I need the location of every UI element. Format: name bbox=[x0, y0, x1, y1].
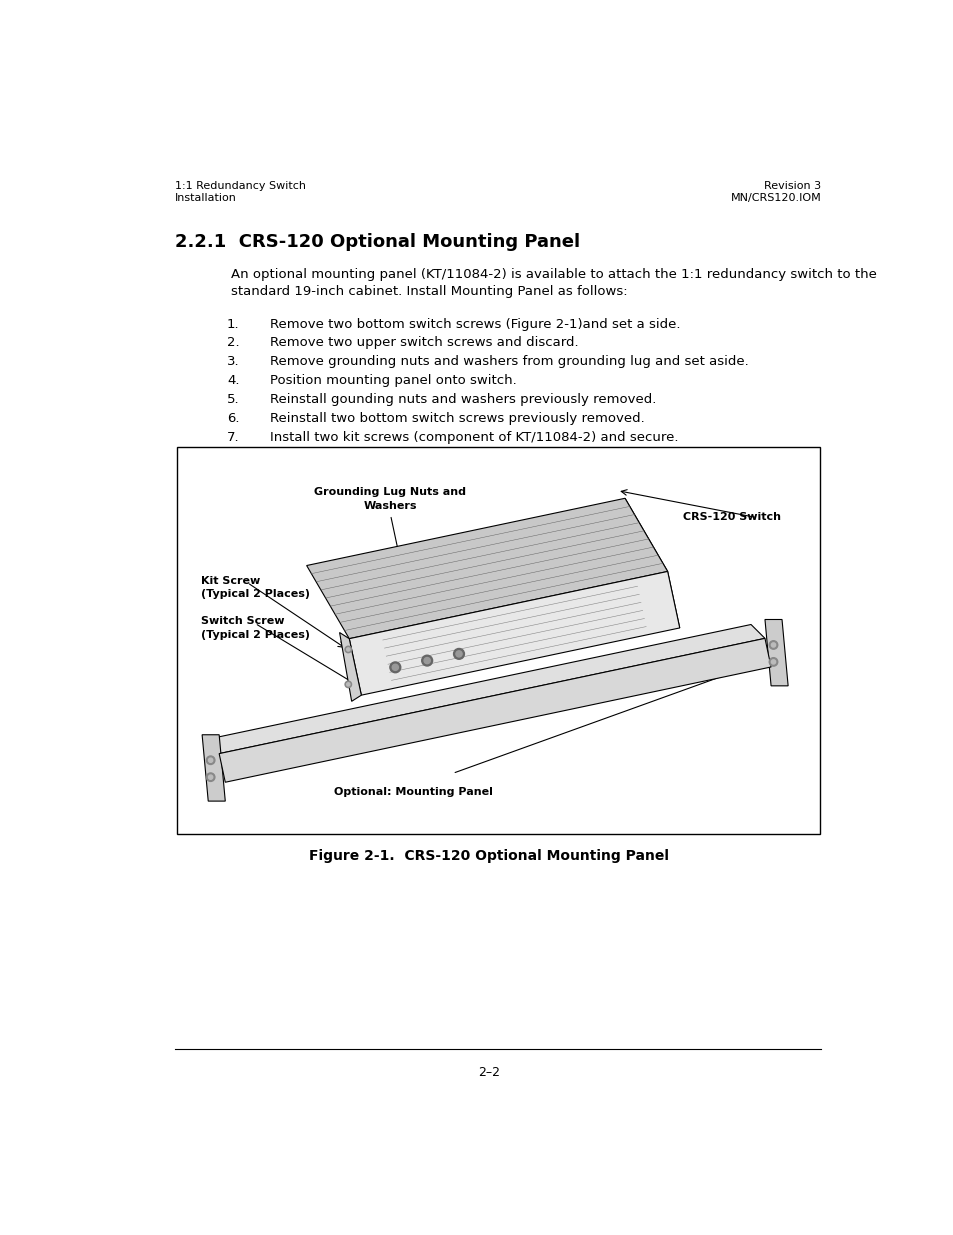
Circle shape bbox=[421, 656, 432, 666]
Polygon shape bbox=[339, 632, 361, 701]
Polygon shape bbox=[205, 625, 764, 753]
Circle shape bbox=[390, 662, 400, 673]
Text: (Typical 2 Places): (Typical 2 Places) bbox=[200, 630, 310, 640]
Text: Installation: Installation bbox=[174, 193, 236, 203]
Text: 3.: 3. bbox=[227, 356, 239, 368]
Text: An optional mounting panel (KT/11084-2) is available to attach the 1:1 redundanc: An optional mounting panel (KT/11084-2) … bbox=[231, 268, 876, 280]
Text: 1.: 1. bbox=[227, 317, 239, 331]
Circle shape bbox=[392, 664, 398, 671]
Circle shape bbox=[209, 758, 213, 762]
Circle shape bbox=[456, 651, 461, 657]
Circle shape bbox=[206, 773, 214, 782]
Circle shape bbox=[768, 641, 777, 650]
Text: Switch Screw: Switch Screw bbox=[200, 616, 284, 626]
Text: 4.: 4. bbox=[227, 374, 239, 388]
Text: Washers: Washers bbox=[363, 501, 416, 511]
Text: Install two kit screws (component of KT/11084-2) and secure.: Install two kit screws (component of KT/… bbox=[270, 431, 679, 443]
Circle shape bbox=[771, 643, 775, 647]
Circle shape bbox=[345, 682, 352, 688]
Text: 6.: 6. bbox=[227, 412, 239, 425]
Text: 7.: 7. bbox=[227, 431, 239, 443]
Circle shape bbox=[771, 659, 775, 664]
Polygon shape bbox=[624, 498, 679, 627]
Text: Grounding Lug Nuts and: Grounding Lug Nuts and bbox=[314, 487, 466, 496]
Text: standard 19-inch cabinet. Install Mounting Panel as follows:: standard 19-inch cabinet. Install Mounti… bbox=[231, 285, 627, 299]
Text: Revision 3: Revision 3 bbox=[763, 180, 821, 190]
Text: (Typical 2 Places): (Typical 2 Places) bbox=[200, 589, 310, 599]
Circle shape bbox=[346, 648, 350, 651]
Text: 1:1 Redundancy Switch: 1:1 Redundancy Switch bbox=[174, 180, 306, 190]
Text: Remove two upper switch screws and discard.: Remove two upper switch screws and disca… bbox=[270, 336, 578, 350]
Text: Reinstall two bottom switch screws previously removed.: Reinstall two bottom switch screws previ… bbox=[270, 412, 644, 425]
Circle shape bbox=[345, 646, 352, 652]
Text: CRS-120 Switch: CRS-120 Switch bbox=[682, 511, 781, 521]
Text: Remove two bottom switch screws (Figure 2-1)and set a side.: Remove two bottom switch screws (Figure … bbox=[270, 317, 680, 331]
Polygon shape bbox=[306, 498, 667, 638]
Circle shape bbox=[768, 658, 777, 666]
Text: 2.2.1  CRS-120 Optional Mounting Panel: 2.2.1 CRS-120 Optional Mounting Panel bbox=[174, 233, 579, 251]
Text: Remove grounding nuts and washers from grounding lug and set aside.: Remove grounding nuts and washers from g… bbox=[270, 356, 748, 368]
Circle shape bbox=[453, 648, 464, 659]
Circle shape bbox=[206, 756, 214, 764]
Text: 5.: 5. bbox=[227, 393, 239, 406]
Circle shape bbox=[209, 776, 213, 779]
Text: Reinstall gounding nuts and washers previously removed.: Reinstall gounding nuts and washers prev… bbox=[270, 393, 656, 406]
Text: 2–2: 2–2 bbox=[477, 1066, 499, 1079]
Text: Figure 2-1.  CRS-120 Optional Mounting Panel: Figure 2-1. CRS-120 Optional Mounting Pa… bbox=[309, 848, 668, 863]
Text: Kit Screw: Kit Screw bbox=[200, 576, 259, 585]
Circle shape bbox=[424, 657, 430, 663]
Polygon shape bbox=[764, 620, 787, 685]
Polygon shape bbox=[202, 735, 225, 802]
Text: 2.: 2. bbox=[227, 336, 239, 350]
Polygon shape bbox=[219, 638, 770, 782]
Text: Position mounting panel onto switch.: Position mounting panel onto switch. bbox=[270, 374, 517, 388]
Polygon shape bbox=[349, 572, 679, 695]
Text: Optional: Mounting Panel: Optional: Mounting Panel bbox=[334, 787, 493, 798]
Circle shape bbox=[346, 683, 350, 685]
Bar bbox=[177, 447, 819, 834]
Text: MN/CRS120.IOM: MN/CRS120.IOM bbox=[730, 193, 821, 203]
